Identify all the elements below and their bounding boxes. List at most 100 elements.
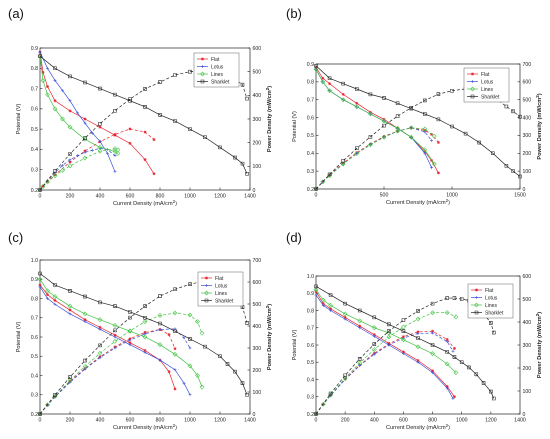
- y-right-axis-label: Power Density (mW/cm2): [265, 304, 274, 370]
- data-point-sharklet: [113, 92, 117, 97]
- data-point-lines: [415, 316, 421, 322]
- data-point-flat: [46, 293, 49, 297]
- power-line-lines: [315, 312, 457, 415]
- data-point-lines: [45, 402, 50, 408]
- x-tick-label: 800: [156, 194, 165, 200]
- x-tick-label: 200: [66, 194, 75, 200]
- data-point-sharklet: [53, 393, 57, 397]
- legend-label-sharklet: Sharklet: [485, 310, 504, 316]
- panel-label: (c): [8, 230, 23, 245]
- data-point-lines: [112, 339, 118, 344]
- y-right-tick-label: 200: [253, 140, 262, 146]
- data-point-sharklet: [128, 98, 132, 103]
- y-right-tick-label: 500: [253, 69, 262, 75]
- y-left-tick-label: 0.2: [31, 412, 38, 418]
- chart-panel-c: (c)0 200 400 600 800 1000 1200 14000.20.30.40.5…: [8, 230, 273, 431]
- legend-marker-lotus: [475, 296, 478, 299]
- data-point-sharklet: [113, 304, 117, 308]
- y-right-tick-label: 200: [523, 366, 532, 372]
- data-point-lotus: [431, 371, 435, 375]
- y-right-axis-label: Power Density (mW/cm2): [535, 312, 544, 378]
- y-left-tick-label: 0.6: [31, 335, 38, 341]
- data-point-lines: [395, 125, 400, 131]
- data-point-lotus: [321, 180, 325, 184]
- data-point-sharklet: [343, 373, 347, 378]
- y-left-axis-label: Potential (V): [16, 103, 22, 134]
- data-point-lines: [52, 294, 58, 299]
- data-point-lotus: [343, 317, 347, 321]
- data-point-sharklet: [423, 98, 427, 103]
- data-point-lines: [401, 324, 406, 330]
- panel-label: (b): [286, 6, 302, 21]
- data-point-flat: [46, 85, 49, 89]
- y-right-tick-label: 300: [523, 343, 532, 349]
- x-axis-label: Current Density (mA/cm2): [113, 423, 177, 432]
- data-point-sharklet: [143, 315, 147, 320]
- data-point-sharklet: [430, 343, 435, 347]
- power-line-lotus: [315, 332, 454, 415]
- data-point-sharklet: [83, 294, 87, 299]
- data-point-lines: [422, 126, 428, 132]
- data-point-flat: [38, 283, 42, 287]
- series-lines: [313, 287, 459, 417]
- data-point-sharklet: [314, 64, 318, 68]
- data-point-lines: [67, 378, 73, 383]
- data-point-sharklet: [158, 80, 162, 84]
- data-point-sharklet: [203, 344, 207, 349]
- x-axis-label: Current Density (mA/cm2): [113, 199, 177, 208]
- data-point-sharklet: [368, 135, 373, 139]
- y-right-tick-label: 500: [523, 98, 532, 104]
- data-point-lines: [371, 325, 377, 331]
- data-point-lotus: [106, 151, 109, 155]
- x-tick-label: 1000: [184, 194, 196, 200]
- x-tick-label: 1000: [456, 418, 468, 424]
- data-point-flat: [355, 101, 359, 105]
- data-point-flat: [128, 141, 132, 145]
- data-point-lotus: [182, 381, 186, 385]
- data-point-lines: [52, 173, 58, 179]
- data-point-lines: [97, 317, 103, 323]
- legend-marker-lines: [204, 290, 209, 296]
- data-point-sharklet: [83, 358, 87, 363]
- data-point-flat: [436, 171, 440, 175]
- data-point-sharklet: [53, 66, 57, 71]
- y-left-tick-label: 0.7: [307, 326, 314, 332]
- power-line-flat: [39, 128, 155, 191]
- y-right-tick-label: 300: [253, 117, 262, 123]
- data-point-sharklet: [481, 381, 486, 385]
- data-point-lotus: [401, 352, 405, 356]
- data-point-flat: [152, 172, 156, 176]
- series-flat: [314, 66, 440, 191]
- data-point-lines: [187, 312, 193, 318]
- data-point-flat: [68, 160, 72, 164]
- x-tick-label: 500: [380, 193, 389, 199]
- y-right-tick-label: 400: [523, 115, 532, 121]
- data-point-lines: [327, 88, 332, 94]
- series-sharklet: [314, 64, 522, 191]
- y-left-tick-label: 0.3: [307, 395, 314, 401]
- data-point-sharklet: [98, 86, 102, 91]
- data-point-sharklet: [38, 54, 42, 58]
- y-right-tick-label: 0: [523, 187, 526, 193]
- data-point-sharklet: [225, 362, 230, 366]
- data-point-sharklet: [233, 369, 237, 374]
- data-point-flat: [152, 138, 156, 142]
- data-point-lines: [357, 360, 363, 366]
- data-point-lotus: [128, 343, 132, 347]
- data-point-lotus: [372, 352, 376, 356]
- y-right-tick-label: 500: [253, 302, 262, 308]
- power-line-lines: [39, 312, 203, 415]
- data-point-lines: [340, 97, 346, 103]
- data-point-lines: [320, 179, 326, 185]
- data-point-sharklet: [158, 321, 162, 326]
- data-point-sharklet: [188, 127, 192, 131]
- legend-label-lines: Lines: [481, 87, 493, 93]
- data-point-lines: [60, 167, 65, 173]
- data-point-lotus: [98, 356, 102, 360]
- y-left-tick-label: 0.5: [31, 127, 38, 133]
- y-left-tick-label: 0.2: [31, 188, 38, 194]
- y-right-tick-label: 300: [253, 346, 262, 352]
